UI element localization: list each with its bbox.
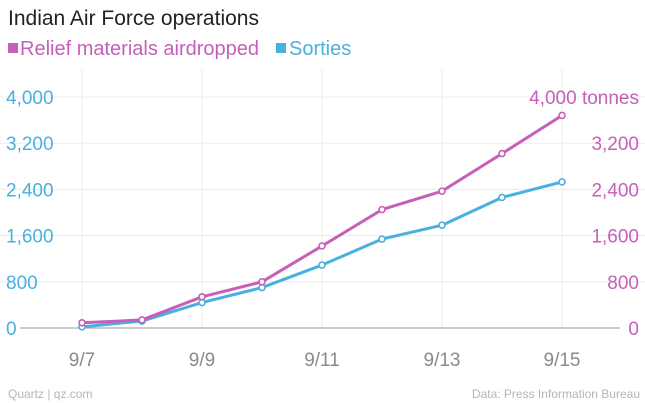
data-point-relief-materials-airdropped bbox=[318, 242, 326, 250]
data-point-relief-materials-airdropped bbox=[438, 187, 446, 195]
series-layer bbox=[78, 111, 566, 331]
left-tick-label: 800 bbox=[6, 273, 38, 294]
x-tick-label: 9/15 bbox=[544, 350, 581, 371]
data-point-relief-materials-airdropped bbox=[378, 205, 386, 214]
data-point-relief-materials-airdropped bbox=[498, 149, 506, 158]
right-axis-ticks: 0 800 1,600 2,400 3,200 4,000 tonnes bbox=[529, 88, 639, 340]
data-point-sorties bbox=[498, 193, 506, 202]
right-tick-label: 2,400 bbox=[591, 180, 639, 201]
right-tick-label: 4,000 tonnes bbox=[529, 88, 639, 109]
data-point-relief-materials-airdropped bbox=[558, 111, 566, 120]
left-tick-label: 1,600 bbox=[6, 227, 54, 248]
data-point-relief-materials-airdropped bbox=[198, 293, 206, 301]
left-tick-label: 3,200 bbox=[6, 134, 54, 155]
x-tick-label: 9/7 bbox=[69, 350, 95, 371]
chart-title: Indian Air Force operations bbox=[8, 7, 259, 30]
left-tick-label: 2,400 bbox=[6, 180, 54, 201]
legend-swatch-relief bbox=[8, 43, 18, 53]
right-tick-label: 800 bbox=[607, 273, 639, 294]
data-point-relief-materials-airdropped bbox=[78, 319, 86, 327]
data-point-sorties bbox=[318, 261, 326, 269]
data-point-relief-materials-airdropped bbox=[138, 316, 146, 324]
x-tick-label: 9/11 bbox=[304, 350, 340, 371]
legend-label-sorties: Sorties bbox=[289, 38, 351, 60]
left-tick-label: 4,000 bbox=[6, 88, 54, 109]
right-tick-label: 1,600 bbox=[591, 227, 639, 248]
legend-swatch-sorties bbox=[276, 43, 286, 53]
data-point-sorties bbox=[378, 235, 386, 243]
data-point-sorties bbox=[438, 221, 446, 230]
grid bbox=[0, 68, 645, 328]
legend-label-relief: Relief materials airdropped bbox=[20, 38, 259, 60]
source-text: Data: Press Information Bureau bbox=[472, 387, 640, 401]
credit-text: Quartz | qz.com bbox=[8, 387, 92, 401]
x-tick-label: 9/13 bbox=[424, 350, 461, 371]
legend: Relief materials airdropped Sorties bbox=[8, 38, 351, 60]
data-point-relief-materials-airdropped bbox=[258, 277, 266, 286]
x-tick-label: 9/9 bbox=[189, 350, 215, 371]
left-axis-ticks: 0 800 1,600 2,400 3,200 4,000 bbox=[6, 88, 54, 340]
right-tick-label: 3,200 bbox=[591, 134, 639, 155]
right-tick-label: 0 bbox=[628, 319, 639, 340]
left-tick-label: 0 bbox=[6, 319, 17, 340]
data-point-sorties bbox=[558, 178, 566, 186]
x-axis-ticks: 9/7 9/9 9/11 9/13 9/15 bbox=[69, 350, 581, 371]
